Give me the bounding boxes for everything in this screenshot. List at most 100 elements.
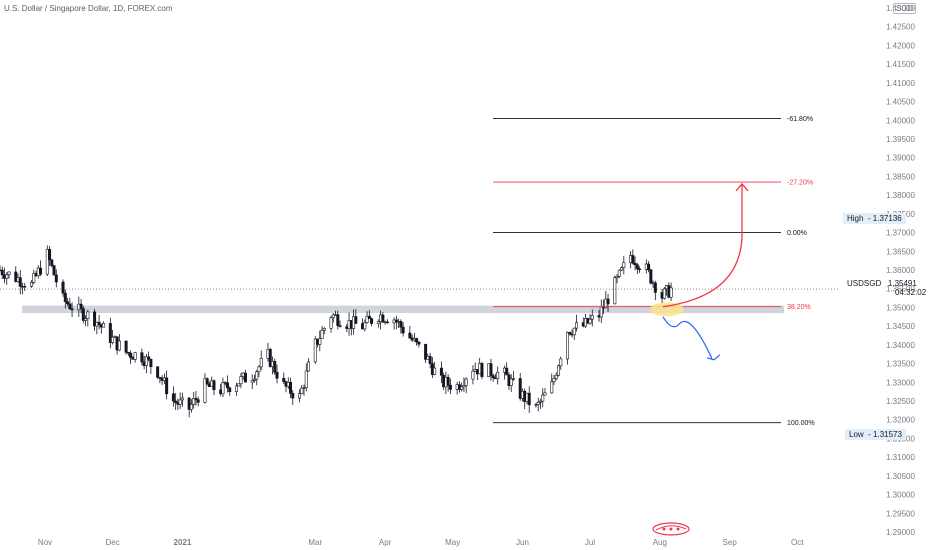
candle-body <box>536 401 540 405</box>
candle-body <box>638 268 642 270</box>
price-tick-label: 1.42500 <box>886 23 915 32</box>
fib-level-label: 38.20% <box>787 304 811 311</box>
candle-body <box>203 378 207 403</box>
candle-body <box>491 375 495 379</box>
bearish-arrowhead <box>706 354 721 361</box>
candle-body <box>239 376 243 385</box>
price-tick-label: 1.41500 <box>886 60 915 69</box>
time-tick-label: Sep <box>723 538 738 547</box>
price-tick-label: 1.29500 <box>886 509 915 518</box>
current-price-value: 1.35491 <box>887 279 917 288</box>
candle-body <box>460 386 464 390</box>
candle-body <box>178 399 182 405</box>
candle-body <box>7 271 11 275</box>
candle-body <box>194 398 198 400</box>
candle-body <box>124 340 128 353</box>
candle-body <box>48 248 52 261</box>
price-tick-label: 1.43000 <box>886 4 915 13</box>
projection-arrows <box>650 182 749 361</box>
candle-body <box>556 365 560 376</box>
candle-body <box>394 319 398 323</box>
candle-body <box>617 269 621 277</box>
candle-body <box>237 383 241 387</box>
candle-body <box>205 378 209 385</box>
candle-body <box>93 311 97 327</box>
candle-body <box>550 381 554 394</box>
bullish-arrowhead <box>735 182 749 192</box>
candle-body <box>234 385 238 393</box>
support-zone-rect <box>22 305 784 314</box>
candle-body <box>662 288 666 299</box>
price-tick-label: 1.39500 <box>886 135 915 144</box>
candle-body <box>18 277 22 287</box>
price-tick-label: 1.39000 <box>886 154 915 163</box>
candle-body <box>30 282 34 287</box>
high-label: High <box>847 214 864 223</box>
candle-body <box>509 378 513 386</box>
candle-body <box>259 358 263 368</box>
candle-body <box>424 343 428 360</box>
price-tick-label: 1.36000 <box>886 266 915 275</box>
candle-body <box>399 321 403 328</box>
candle-body <box>97 321 101 325</box>
candle-body <box>541 394 545 402</box>
candle-body <box>313 338 317 363</box>
time-tick-label: Oct <box>791 538 804 547</box>
candle-body <box>304 370 308 388</box>
candle-body <box>572 327 576 336</box>
candle-body <box>511 378 515 380</box>
price-tick-label: 1.38000 <box>886 191 915 200</box>
candle-body <box>363 322 367 330</box>
symbol-label: USDSGD <box>847 279 882 288</box>
candle-body <box>622 262 626 268</box>
candle-body <box>417 341 421 345</box>
candle-body <box>282 377 286 382</box>
candle-body <box>14 271 18 282</box>
candle-body <box>102 323 106 328</box>
candle-body <box>129 352 133 358</box>
candle-body <box>446 376 450 386</box>
candle-body <box>225 382 229 389</box>
candle-body <box>32 273 36 283</box>
price-tick-label: 1.30500 <box>886 472 915 481</box>
candle-body <box>52 265 56 276</box>
candle-body <box>365 315 369 323</box>
price-tick-label: 1.42000 <box>886 41 915 50</box>
fibonacci-levels: -61.80% -27.20% 0.00% 38.20% 100.00% <box>0 116 838 427</box>
candle-body <box>5 274 9 279</box>
candle-body <box>448 384 452 390</box>
candle-body <box>329 317 333 329</box>
candle-body <box>575 322 579 329</box>
candle-body <box>221 382 225 395</box>
candle-body <box>68 303 72 309</box>
support-zone <box>22 305 784 314</box>
candle-body <box>147 356 151 360</box>
candle-body <box>243 372 247 383</box>
candle-body <box>149 358 153 368</box>
candle-body <box>70 308 74 311</box>
candle-body <box>275 371 279 379</box>
candle-body <box>298 393 302 399</box>
candle-body <box>158 377 162 379</box>
candle-body <box>381 314 385 323</box>
current-price-tag: USDSGD 1.35491 04:32:02 <box>843 278 930 298</box>
price-tick-label: 1.32000 <box>886 416 915 425</box>
candle-body <box>289 382 293 394</box>
candle-body <box>568 331 572 335</box>
candle-body <box>174 400 178 403</box>
candle-body <box>133 352 137 360</box>
price-tick-label: 1.34000 <box>886 341 915 350</box>
currency-badge[interactable]: SGD <box>893 3 917 14</box>
price-tick-label: 1.31000 <box>886 453 915 462</box>
chart-title: U.S. Dollar / Singapore Dollar, 1D, FORE… <box>4 4 173 13</box>
time-tick-label: 2021 <box>174 538 192 547</box>
candle-body <box>543 392 547 396</box>
candle-body <box>590 315 594 320</box>
candle-body <box>552 378 556 383</box>
high-value: 1.37136 <box>872 214 902 223</box>
candle-body <box>633 262 637 266</box>
candle-body <box>464 378 468 386</box>
candle-body <box>527 392 531 406</box>
candle-body <box>588 318 592 324</box>
